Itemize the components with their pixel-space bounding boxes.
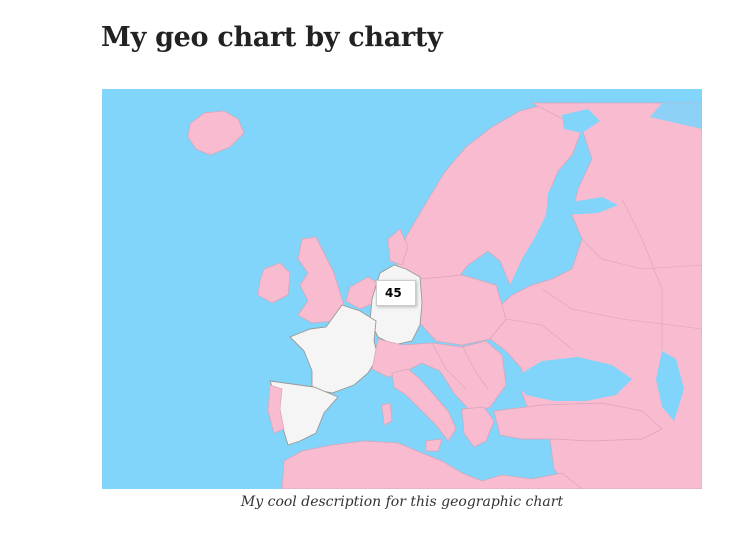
north-africa[interactable] bbox=[281, 440, 583, 489]
black-sea bbox=[512, 357, 632, 401]
page-title: My geo chart by charty bbox=[101, 22, 443, 53]
country-turkey[interactable] bbox=[493, 402, 663, 442]
geo-chart[interactable] bbox=[102, 89, 702, 489]
map-tooltip: 45 bbox=[376, 280, 416, 306]
country-iceland[interactable] bbox=[187, 110, 245, 156]
country-scandinavia[interactable] bbox=[395, 102, 583, 306]
country-ireland[interactable] bbox=[257, 262, 291, 304]
country-portugal[interactable] bbox=[267, 384, 285, 434]
country-denmark[interactable] bbox=[387, 228, 409, 266]
country-united-kingdom[interactable] bbox=[297, 236, 347, 324]
europe-map[interactable] bbox=[102, 89, 702, 489]
chart-caption: My cool description for this geographic … bbox=[240, 494, 564, 510]
tooltip-value: 45 bbox=[385, 286, 402, 300]
country-france[interactable] bbox=[289, 304, 379, 394]
country-central-europe[interactable] bbox=[419, 274, 507, 346]
country-italy[interactable] bbox=[391, 368, 457, 442]
country-greece[interactable] bbox=[461, 406, 495, 448]
